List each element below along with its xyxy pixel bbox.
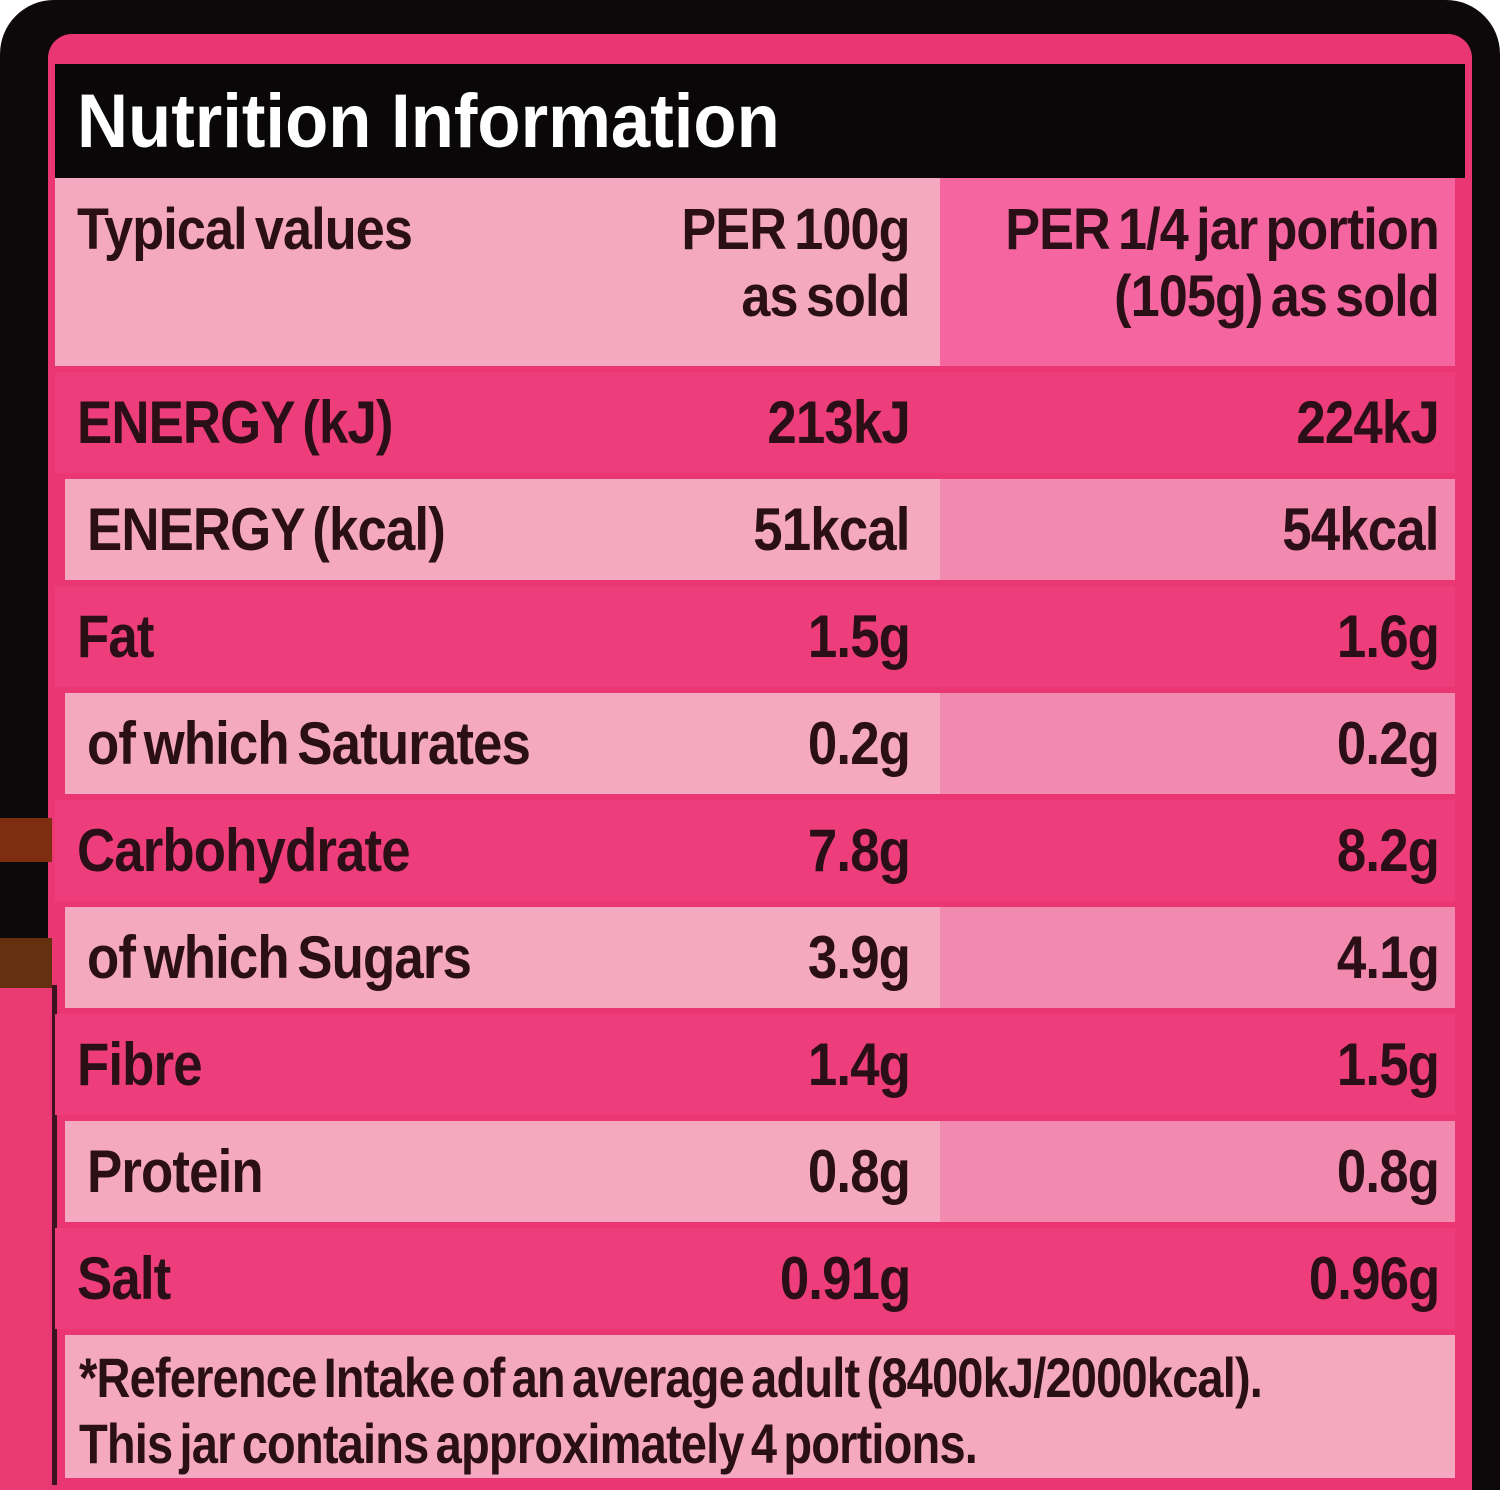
row-value-per-100g: 0.2g: [807, 710, 911, 777]
table-row-salt: Salt 0.91g 0.96g: [55, 1228, 1455, 1329]
table-row-fibre: Fibre 1.4g 1.5g: [55, 1014, 1455, 1115]
row-label: Carbohydrate: [77, 817, 411, 884]
reference-intake-footnote: *Reference Intake of an average adult (8…: [65, 1335, 1455, 1478]
header-cell-per-portion: PER 1/4 jar portion (105g) as sold: [940, 178, 1455, 366]
table-row-carbohydrate: Carbohydrate 7.8g 8.2g: [55, 800, 1455, 901]
footnote-line-2: This jar contains approximately 4 portio…: [79, 1412, 978, 1476]
footnote-line-1: *Reference Intake of an average adult (8…: [79, 1346, 1263, 1409]
table-row-sugars: of which Sugars 3.9g 4.1g: [65, 907, 1455, 1008]
row-label: Fibre: [77, 1031, 203, 1098]
row-value-per-100g: 1.5g: [807, 603, 911, 670]
row-value-per-portion: 4.1g: [1336, 924, 1440, 991]
row-value-per-portion: 54kcal: [1282, 496, 1440, 563]
row-value-per-portion: 8.2g: [1336, 817, 1440, 884]
photo-left-edge: [0, 988, 50, 1490]
row-value-per-100g: 213kJ: [767, 389, 911, 456]
row-value-per-100g: 0.8g: [807, 1138, 911, 1205]
table-row-fat: Fat 1.5g 1.6g: [55, 586, 1455, 687]
row-label: Fat: [77, 603, 154, 670]
row-value-per-100g: 0.91g: [779, 1245, 911, 1312]
title-band: Nutrition Information: [55, 64, 1465, 178]
table-row-energy-kj: ENERGY (kJ) 213kJ 224kJ: [55, 372, 1455, 473]
photo-artifact-brown-mark: [0, 818, 52, 862]
row-value-per-100g: 3.9g: [807, 924, 911, 991]
page-title: Nutrition Information: [77, 78, 780, 164]
table-row-saturates: of which Saturates 0.2g 0.2g: [65, 693, 1455, 794]
column-header-per-portion: PER 1/4 jar portion (105g) as sold: [1005, 197, 1440, 330]
row-value-per-100g: 51kcal: [753, 496, 911, 563]
row-label: Protein: [87, 1138, 264, 1205]
nutrition-table: Typical values PER 100g as sold PER 1/4 j…: [55, 178, 1455, 1478]
row-value-per-100g: 7.8g: [807, 817, 911, 884]
row-label: ENERGY (kcal): [87, 496, 446, 563]
row-value-per-portion: 224kJ: [1296, 389, 1440, 456]
table-header-row: Typical values PER 100g as sold PER 1/4 j…: [55, 178, 1455, 366]
row-label: ENERGY (kJ): [77, 389, 394, 456]
photo-left-seam-line: [52, 985, 57, 1485]
row-label: Salt: [77, 1245, 171, 1312]
row-value-per-portion: 0.8g: [1336, 1138, 1440, 1205]
photo-bottom-cutoff: [0, 1490, 1500, 1500]
table-row-energy-kcal: ENERGY (kcal) 51kcal 54kcal: [65, 479, 1455, 580]
row-value-per-portion: 1.6g: [1336, 603, 1440, 670]
row-value-per-portion: 1.5g: [1336, 1031, 1440, 1098]
row-value-per-100g: 1.4g: [807, 1031, 911, 1098]
row-value-per-portion: 0.2g: [1336, 710, 1440, 777]
row-label: of which Sugars: [87, 924, 472, 991]
column-header-per-100g: PER 100g as sold: [681, 197, 911, 330]
row-label: of which Saturates: [87, 710, 531, 777]
column-header-typical-values: Typical values: [77, 197, 413, 262]
photo-artifact-brown-mark: [0, 938, 52, 988]
header-cell-per-100g: PER 100g as sold: [610, 178, 940, 366]
row-value-per-portion: 0.96g: [1308, 1245, 1440, 1312]
header-cell-typical-values: Typical values: [55, 178, 610, 366]
table-row-protein: Protein 0.8g 0.8g: [65, 1121, 1455, 1222]
